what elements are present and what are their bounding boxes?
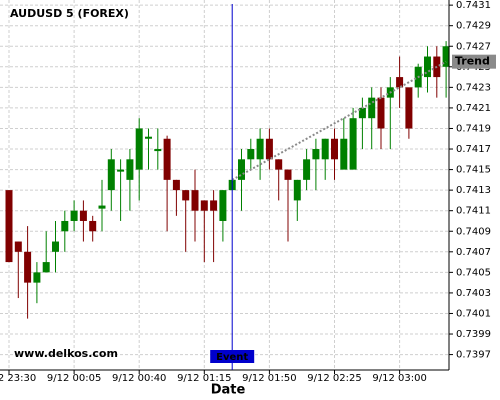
y-tick-label: 0.7423 — [456, 82, 491, 93]
candle-body — [331, 138, 338, 160]
candle-body — [42, 262, 50, 273]
candle-body — [135, 128, 143, 170]
candle-body — [219, 190, 227, 221]
candle-body — [79, 210, 87, 221]
y-tick-label: 0.7409 — [456, 226, 491, 237]
candle-body — [5, 190, 13, 263]
event-label-box — [210, 350, 255, 363]
y-tick-label: 0.7415 — [456, 165, 491, 176]
y-tick-label: 0.7427 — [456, 41, 491, 52]
candle-body — [340, 138, 348, 170]
candle-body — [275, 159, 283, 170]
candle-body — [293, 179, 301, 201]
candle-body — [303, 159, 311, 180]
candle-body — [256, 138, 264, 160]
candle-body — [405, 87, 413, 129]
candle-body — [210, 200, 218, 211]
x-tick-label: 9/12 01:50 — [242, 373, 296, 384]
candle-body — [61, 220, 69, 232]
y-tick-label: 0.7429 — [456, 21, 491, 32]
event-label: Event — [216, 352, 248, 363]
candle-body — [145, 136, 152, 139]
candle-body — [284, 169, 292, 180]
trend-label: Trend — [455, 55, 490, 68]
candle-body — [191, 190, 199, 211]
candle-body — [377, 97, 385, 129]
candle-body — [321, 138, 329, 160]
y-tick-label: 0.7407 — [456, 247, 491, 258]
y-tick-label: 0.7397 — [456, 350, 491, 361]
y-tick-label: 0.7403 — [456, 288, 491, 299]
y-tick-label: 0.7401 — [456, 308, 491, 319]
watermark: www.delkos.com — [14, 347, 118, 360]
x-tick-label: 9/12 23:30 — [0, 373, 36, 384]
candle-body — [98, 205, 106, 209]
y-tick-label: 0.7405 — [456, 267, 491, 278]
candle-body — [368, 97, 376, 119]
x-tick-label: 9/12 00:05 — [47, 373, 101, 384]
y-tick-label: 0.7421 — [456, 103, 491, 114]
chart-title: AUDUSD 5 (FOREX) — [10, 7, 129, 20]
y-tick-label: 0.7431 — [456, 0, 491, 11]
candle-body — [154, 149, 162, 152]
candle-body — [265, 138, 273, 160]
candle-body — [89, 220, 97, 232]
candle-body — [24, 251, 32, 283]
candle-body — [424, 56, 431, 78]
x-tick-label: 9/12 03:00 — [372, 373, 426, 384]
y-tick-label: 0.7399 — [456, 329, 491, 340]
candle-body — [126, 159, 134, 180]
candle-body — [70, 210, 78, 221]
candle-body — [182, 190, 190, 201]
candle-body — [238, 159, 245, 180]
trend-line — [231, 60, 447, 181]
candle-body — [247, 149, 255, 160]
y-tick-label: 0.7411 — [456, 206, 491, 217]
x-tick-label: 9/12 00:40 — [112, 373, 166, 384]
candle-body — [117, 169, 125, 172]
candle-body — [396, 77, 404, 88]
candle-body — [52, 241, 59, 252]
y-tick-label: 0.7413 — [456, 185, 491, 196]
candle-body — [442, 46, 450, 67]
candle-body — [14, 241, 22, 252]
x-axis-title: Date — [211, 383, 246, 398]
x-tick-label: 9/12 02:25 — [307, 373, 361, 384]
candle-body — [172, 179, 180, 191]
candle-body — [312, 149, 320, 160]
y-tick-label: 0.7419 — [456, 123, 491, 134]
grid — [0, 0, 449, 370]
candle-body — [163, 138, 171, 180]
candle-body — [200, 200, 208, 211]
candle-body — [107, 159, 115, 191]
trend-label-box — [452, 54, 496, 69]
candle-body — [349, 118, 357, 170]
y-tick-label: 0.7417 — [456, 144, 491, 155]
candle-body — [358, 107, 366, 119]
x-tick-label: 9/12 01:15 — [177, 373, 231, 384]
candle-body — [33, 272, 41, 283]
